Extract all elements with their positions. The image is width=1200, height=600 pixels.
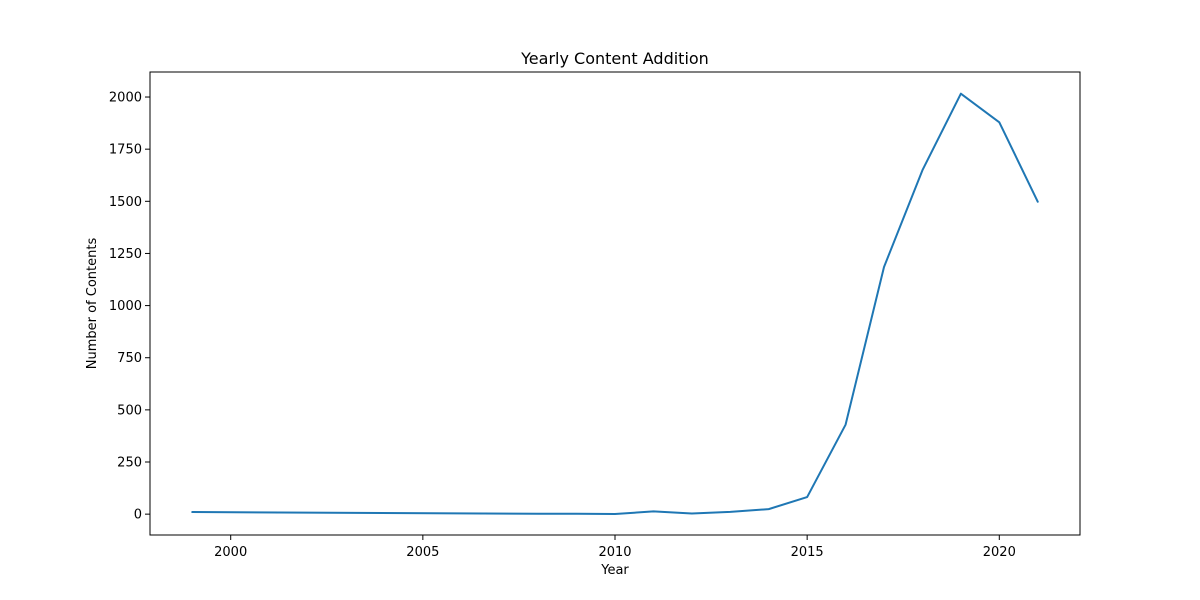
series-line-0 [191,92,1039,515]
y-tick-label: 1500 [109,195,142,210]
series-layer [191,92,1039,515]
x-axis: 2000 2005 2010 2015 2020 [214,535,1016,560]
x-tick-label: 2010 [598,545,631,560]
y-tick-label: 250 [117,456,142,471]
x-tick-label: 2020 [983,545,1016,560]
y-tick-label: 0 [134,508,142,523]
y-tick-label: 1750 [109,143,142,158]
y-tick-label: 1000 [109,299,142,314]
x-tick-label: 2015 [791,545,824,560]
x-tick-label: 2000 [214,545,247,560]
y-tick-label: 750 [117,351,142,366]
y-tick-label: 500 [117,403,142,418]
y-tick-label: 1250 [109,247,142,262]
y-tick-label: 2000 [109,91,142,106]
y-axis: 0 250 500 750 1000 1250 1500 1750 2000 [109,91,150,523]
plot-frame [149,71,1081,536]
chart-title: Yearly Content Addition [520,49,709,68]
y-axis-label: Number of Contents [85,238,100,370]
x-tick-label: 2005 [406,545,439,560]
x-axis-label: Year [600,563,629,578]
